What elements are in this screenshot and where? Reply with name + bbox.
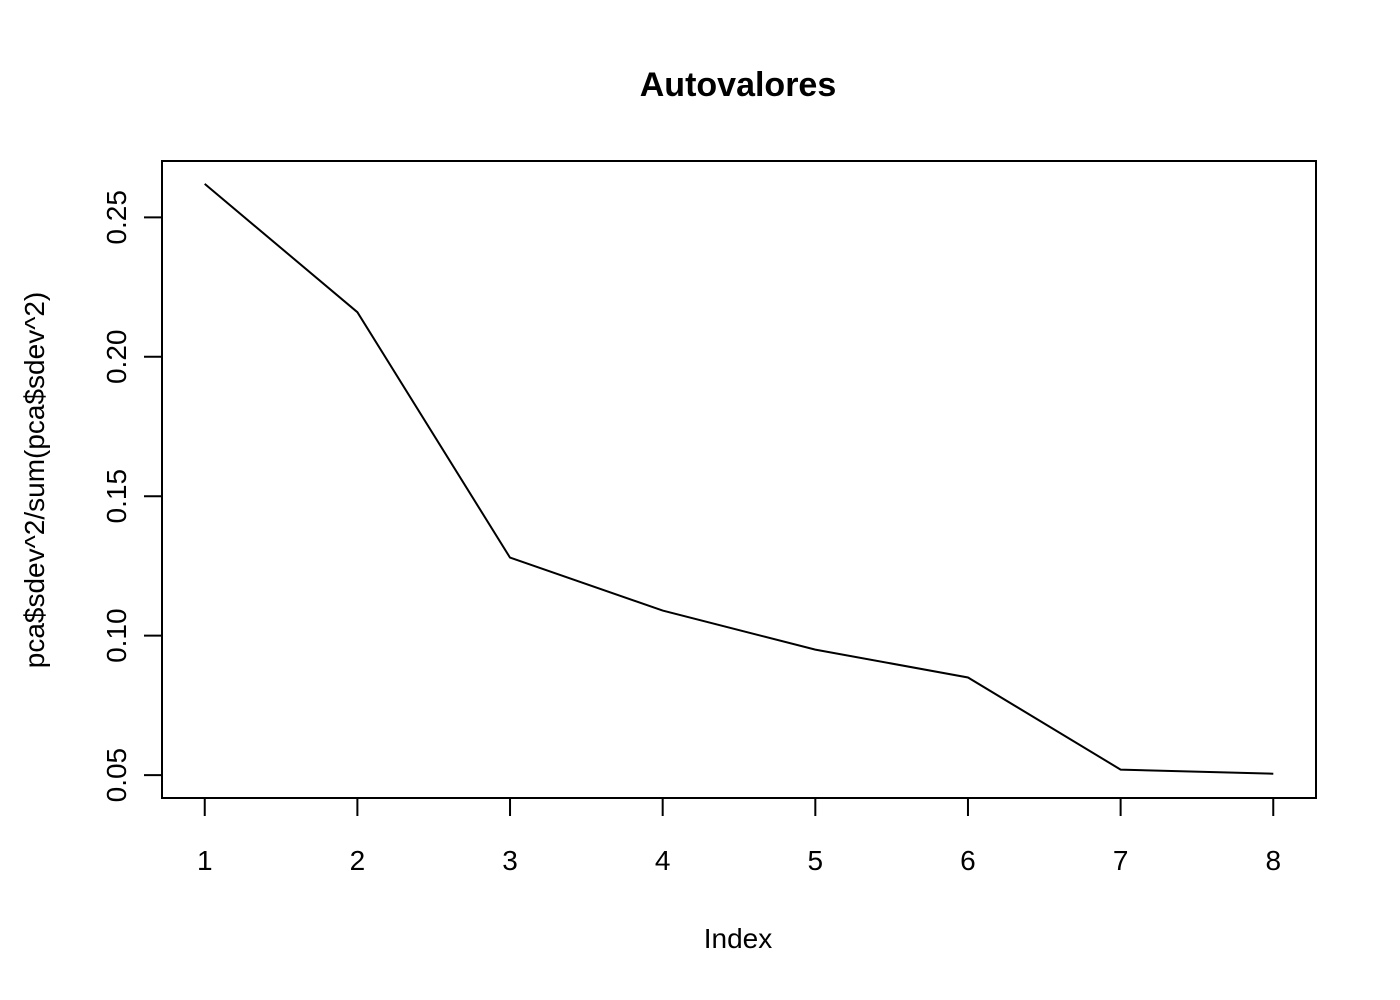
plot-frame bbox=[161, 160, 1317, 799]
x-tick-label: 5 bbox=[808, 845, 824, 876]
chart-title: Autovalores bbox=[640, 66, 837, 104]
y-tick-label: 0.05 bbox=[101, 748, 132, 803]
series-group bbox=[204, 183, 1274, 775]
x-tick-label: 3 bbox=[502, 845, 518, 876]
series-line bbox=[204, 183, 1274, 775]
y-tick-label: 0.20 bbox=[101, 330, 132, 385]
y-axis: 0.05 0.10 0.15 0.20 0.25 bbox=[101, 190, 163, 803]
x-tick-label: 1 bbox=[197, 845, 213, 876]
y-tick-label: 0.10 bbox=[101, 608, 132, 663]
x-tick-label: 2 bbox=[350, 845, 366, 876]
x-tick-label: 4 bbox=[655, 845, 671, 876]
y-tick-label: 0.25 bbox=[101, 190, 132, 245]
x-tick-label: 8 bbox=[1265, 845, 1281, 876]
x-axis: 1 2 3 4 5 6 7 8 bbox=[197, 797, 1281, 876]
x-tick-label: 7 bbox=[1113, 845, 1129, 876]
y-axis-label: pca$sdev^2/sum(pca$sdev^2) bbox=[19, 292, 50, 668]
x-axis-label: Index bbox=[704, 923, 773, 954]
x-tick-label: 6 bbox=[960, 845, 976, 876]
y-tick-label: 0.15 bbox=[101, 469, 132, 523]
